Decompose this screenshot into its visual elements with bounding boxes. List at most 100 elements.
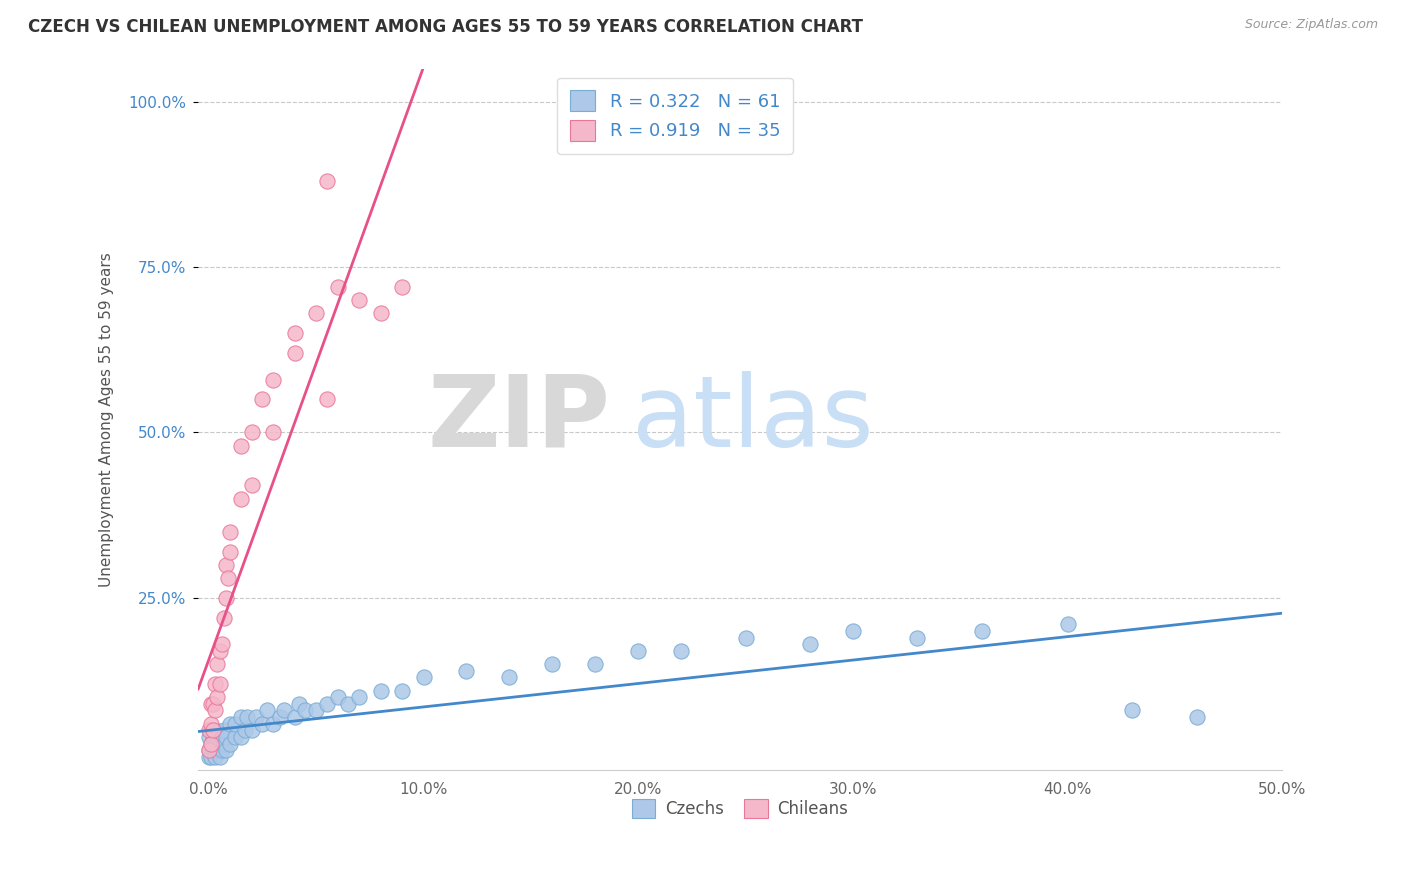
Text: Source: ZipAtlas.com: Source: ZipAtlas.com (1244, 18, 1378, 31)
Point (229, 730, 252, 744)
Point (273, 703, 295, 717)
Point (207, 657, 229, 672)
Point (456, 664, 478, 678)
Point (391, 683, 413, 698)
Point (541, 657, 564, 672)
Point (219, 544, 242, 558)
Point (224, 716, 246, 731)
Point (252, 392, 274, 407)
Point (198, 743, 221, 757)
Point (905, 631, 928, 645)
Text: CZECH VS CHILEAN UNEMPLOYMENT AMONG AGES 55 TO 59 YEARS CORRELATION CHART: CZECH VS CHILEAN UNEMPLOYMENT AMONG AGES… (28, 18, 863, 36)
Point (211, 637, 233, 651)
Point (208, 644, 231, 658)
Point (219, 737, 242, 751)
Point (262, 373, 284, 387)
Point (256, 703, 278, 717)
Point (315, 174, 337, 188)
Point (200, 737, 222, 751)
Point (240, 723, 263, 738)
Point (315, 392, 337, 407)
Point (294, 703, 316, 717)
Point (245, 710, 267, 724)
Point (204, 737, 226, 751)
Point (370, 306, 392, 320)
Point (347, 293, 370, 307)
Point (391, 280, 413, 294)
Point (198, 743, 221, 757)
Point (233, 723, 256, 738)
Point (326, 690, 349, 705)
Point (315, 697, 337, 711)
Point (215, 591, 238, 605)
Point (212, 723, 235, 738)
Point (198, 749, 221, 764)
Point (305, 703, 328, 717)
Point (208, 677, 231, 691)
Point (215, 730, 238, 744)
Point (212, 737, 235, 751)
Text: ZIP: ZIP (427, 371, 610, 467)
Point (284, 326, 307, 341)
Point (224, 730, 246, 744)
Point (200, 723, 222, 738)
Point (284, 346, 307, 360)
Point (269, 710, 291, 724)
Point (200, 737, 222, 751)
Point (288, 697, 311, 711)
Point (200, 749, 222, 764)
Point (202, 723, 225, 738)
Point (262, 716, 284, 731)
Point (236, 710, 259, 724)
Point (412, 670, 434, 684)
Point (215, 558, 238, 572)
Point (326, 280, 349, 294)
Point (198, 723, 221, 738)
Point (240, 425, 263, 440)
Point (207, 730, 229, 744)
Point (200, 697, 222, 711)
Point (1185, 710, 1208, 724)
Point (202, 697, 225, 711)
Point (347, 690, 370, 705)
Point (208, 737, 231, 751)
Point (211, 743, 233, 757)
Point (627, 644, 650, 658)
Y-axis label: Unemployment Among Ages 55 to 59 years: Unemployment Among Ages 55 to 59 years (100, 252, 114, 587)
Point (252, 716, 274, 731)
Point (202, 730, 225, 744)
Point (583, 657, 606, 672)
Point (200, 716, 222, 731)
Point (370, 683, 392, 698)
Point (229, 491, 252, 506)
Point (204, 703, 226, 717)
Point (337, 697, 360, 711)
Point (215, 743, 238, 757)
Point (229, 710, 252, 724)
Point (207, 743, 229, 757)
Point (498, 670, 520, 684)
Point (284, 710, 307, 724)
Point (1056, 617, 1078, 632)
Point (734, 631, 756, 645)
Point (198, 730, 221, 744)
Point (229, 439, 252, 453)
Point (262, 425, 284, 440)
Point (219, 716, 242, 731)
Point (217, 571, 239, 585)
Point (305, 306, 328, 320)
Point (211, 730, 233, 744)
Point (212, 611, 235, 625)
Point (208, 749, 231, 764)
Text: atlas: atlas (631, 371, 873, 467)
Point (219, 524, 242, 539)
Point (842, 624, 865, 638)
Point (240, 478, 263, 492)
Point (207, 690, 229, 705)
Point (799, 637, 821, 651)
Point (669, 644, 692, 658)
Point (204, 723, 226, 738)
Point (204, 749, 226, 764)
Point (204, 677, 226, 691)
Legend: Czechs, Chileans: Czechs, Chileans (626, 792, 855, 825)
